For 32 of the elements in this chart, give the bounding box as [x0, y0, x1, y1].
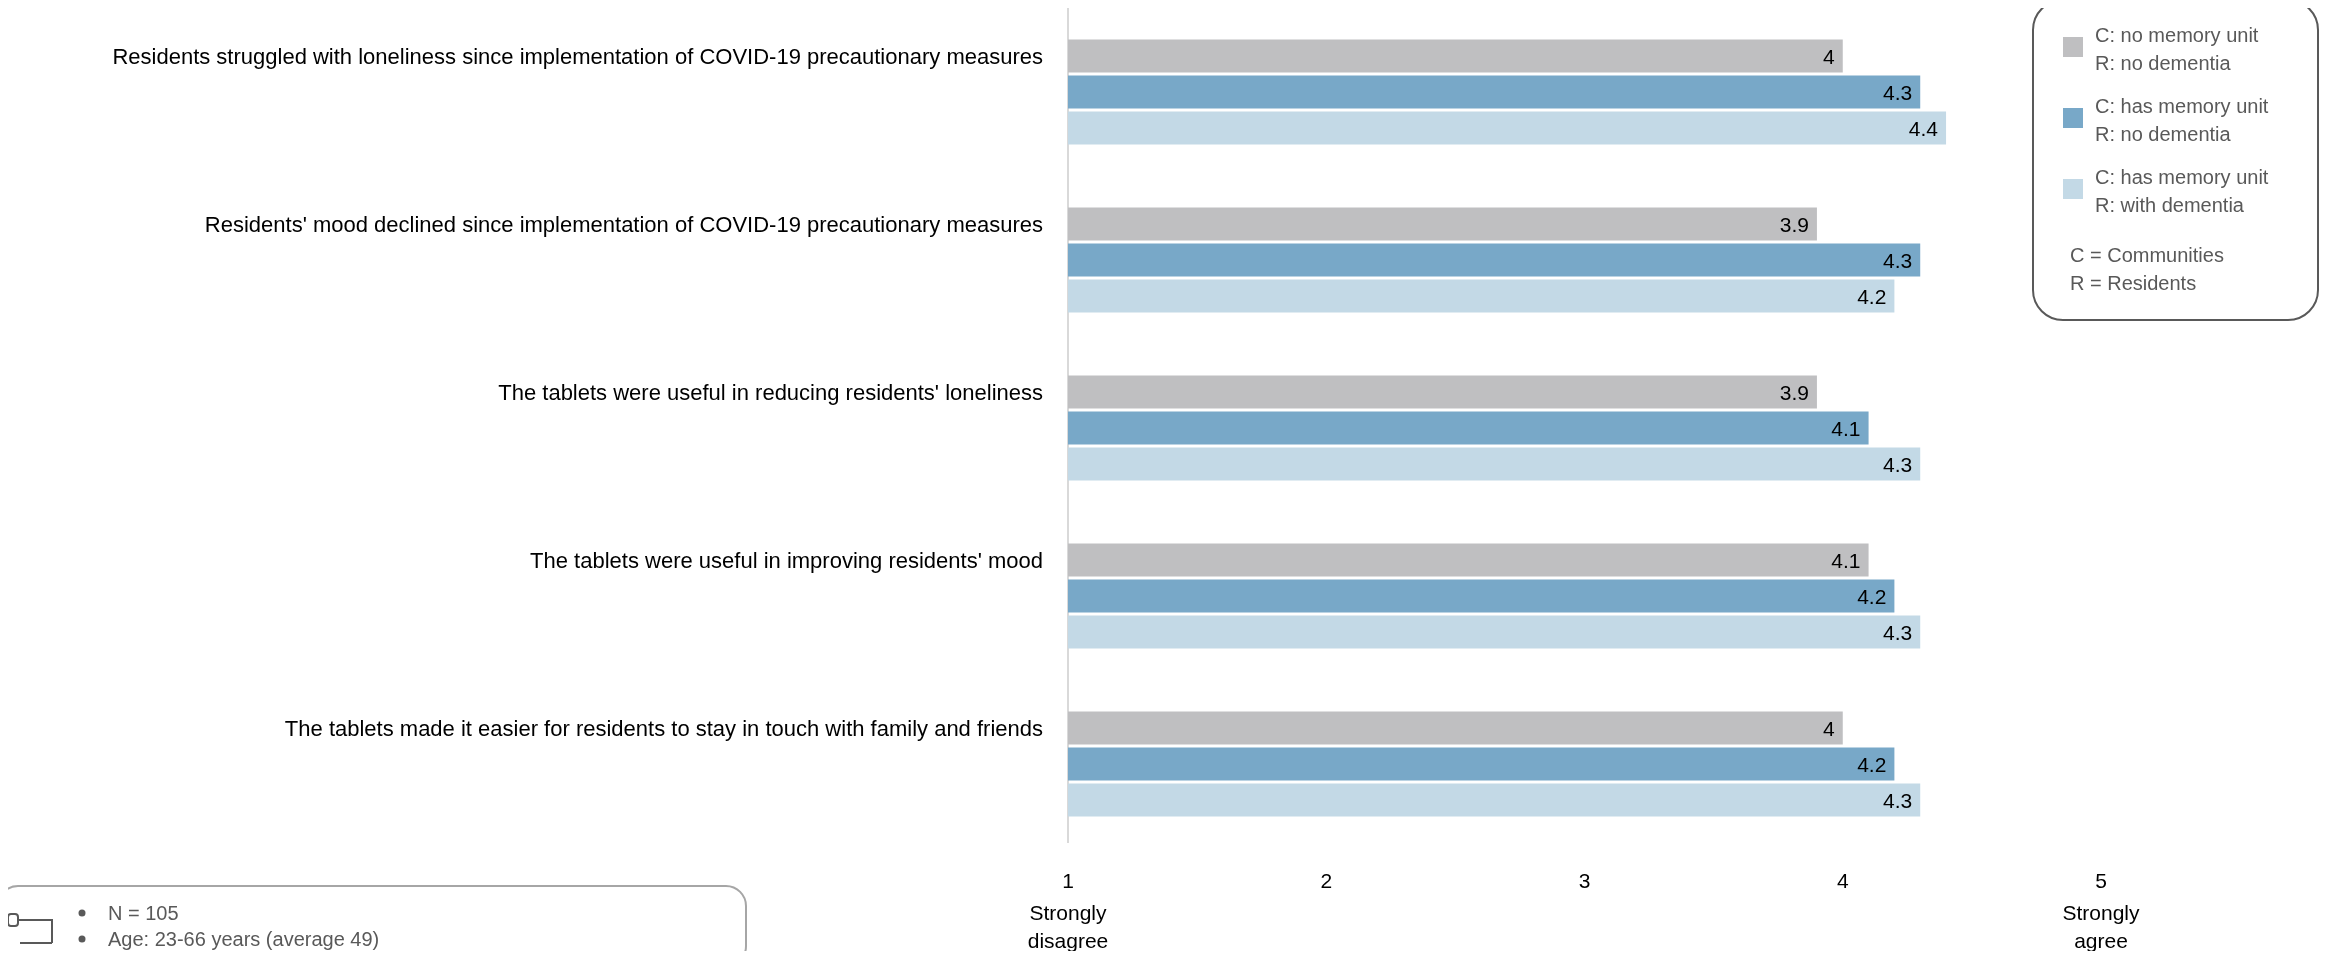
- data-label: 4.3: [1883, 789, 1913, 812]
- x-tick-label: 1: [1062, 869, 1074, 892]
- legend-label: C: has memory unit R: no dementia: [2095, 95, 2269, 145]
- data-label: 4.4: [1908, 117, 1939, 140]
- text: N = 105: [108, 902, 179, 924]
- data-label: 4.2: [1857, 285, 1887, 308]
- data-label: 4.3: [1883, 453, 1913, 476]
- y-tick-label: The tablets were useful in reducing residents' loneliness: [498, 380, 1043, 405]
- data-label: 4: [1823, 717, 1836, 740]
- data-label: 4.3: [1883, 81, 1913, 104]
- data-label: 3.9: [1779, 213, 1809, 236]
- data-label: 4.1: [1831, 549, 1861, 572]
- y-tick-label: Residents' mood declined since implementation of COVID-19 precautionary measures: [204, 212, 1043, 237]
- data-label: 4.1: [1831, 417, 1861, 440]
- legend-label: C: has memory unit R: with dementia: [2095, 166, 2269, 216]
- legend-label: C: no memory unit R: no dementia: [2095, 24, 2259, 74]
- data-label: 4.2: [1857, 753, 1887, 776]
- data-label: 3.9: [1779, 381, 1809, 404]
- x-tick-label: 4: [1836, 869, 1849, 892]
- y-tick-label: Residents struggled with loneliness since implementation of COVID-19 precautionary measures: [112, 44, 1043, 69]
- text: Age: 23-66 years (average 49): [108, 928, 380, 950]
- x-tick-label: 2: [1320, 869, 1333, 892]
- y-tick-label: The tablets made it easier for residents to stay in touch with family and friends: [284, 716, 1043, 741]
- x-tick-label: 5: [2095, 869, 2107, 892]
- x-tick-label: 3: [1578, 869, 1591, 892]
- data-label: 4: [1823, 45, 1836, 68]
- data-label: 4.2: [1857, 585, 1887, 608]
- y-tick-label: The tablets were useful in improving residents' mood: [530, 548, 1043, 573]
- annotation: R = Residents: [2070, 272, 2197, 294]
- data-label: 4.3: [1883, 621, 1913, 644]
- data-label: 4.3: [1883, 249, 1913, 272]
- annotation: C = Communities: [2070, 244, 2224, 266]
